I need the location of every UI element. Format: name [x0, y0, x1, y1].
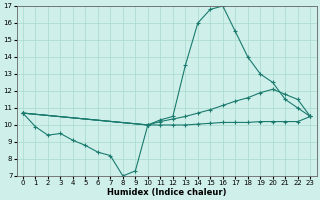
X-axis label: Humidex (Indice chaleur): Humidex (Indice chaleur) — [107, 188, 226, 197]
